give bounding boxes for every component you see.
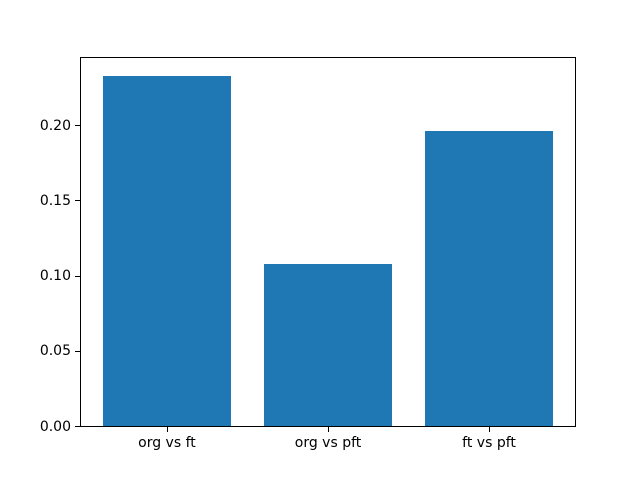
x-tick-label: org vs pft xyxy=(294,435,362,451)
y-tick-mark xyxy=(75,200,80,202)
y-tick-mark xyxy=(75,125,80,127)
bar-org-vs-ft xyxy=(102,75,232,426)
bar-org-vs-pft xyxy=(263,263,393,426)
y-tick-mark xyxy=(75,426,80,427)
y-tick-mark xyxy=(75,275,80,277)
y-tick-label: 0.15 xyxy=(39,192,71,209)
plot-area xyxy=(80,57,576,427)
x-tick-label: ft vs pft xyxy=(462,435,516,451)
x-tick-mark xyxy=(489,427,491,432)
bar-ft-vs-pft xyxy=(424,131,554,426)
x-tick-mark xyxy=(328,427,329,432)
x-tick-mark xyxy=(166,427,168,432)
x-tick-label: org vs ft xyxy=(138,435,196,451)
y-tick-label: 0.00 xyxy=(39,418,71,435)
y-tick-mark xyxy=(75,350,80,352)
y-tick-label: 0.10 xyxy=(39,268,71,285)
y-tick-label: 0.20 xyxy=(39,117,71,134)
y-tick-label: 0.05 xyxy=(39,343,71,360)
